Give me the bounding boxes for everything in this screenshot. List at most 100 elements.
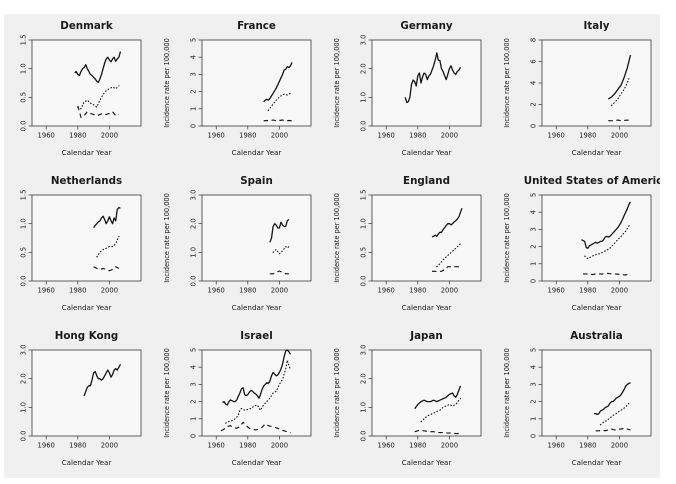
chart-svg-united-states-of-america: 1960 1980 2000 0 1 2 3 4 5 United States of Ameri… [503, 175, 660, 312]
chart-svg-japan: 1960 1980 2000 0.0 1.0 2.0 3.0 Japan Calendar Ye… [333, 330, 482, 467]
data-line-dashed [595, 427, 631, 432]
x-tick-label: 2000 [271, 132, 288, 140]
x-tick-label: 1980 [69, 132, 86, 140]
y-tick-label: 2 [190, 399, 198, 403]
x-axis-label: Calendar Year [232, 458, 282, 467]
x-tick-label: 2000 [441, 132, 458, 140]
y-tick-label: 2 [530, 399, 538, 403]
y-tick-label: 1.0 [20, 63, 28, 74]
subplot-title: Italy [584, 20, 610, 32]
data-line-solid [414, 385, 462, 410]
subplot-title: United States of America [524, 175, 660, 187]
y-tick-label: 1.0 [360, 92, 368, 103]
y-tick-label: 4 [530, 365, 538, 369]
data-line-solid [263, 62, 293, 103]
chart-svg-spain: 1960 1980 2000 0.0 1.0 2.0 3.0 Spain Calendar Ye… [163, 175, 312, 312]
x-axis-label: Calendar Year [572, 458, 622, 467]
subplot-italy: 1960 1980 2000 0 2 4 6 8 Italy Calendar Year Incid… [498, 14, 660, 169]
x-tick-label: 2000 [611, 442, 628, 450]
x-tick-label: 2000 [611, 287, 628, 295]
y-axis-label: Incidence rate per 100,000 [503, 193, 511, 283]
chart-svg-italy: 1960 1980 2000 0 2 4 6 8 Italy Calendar Year Incid… [503, 20, 652, 157]
x-tick-label: 1960 [38, 132, 55, 140]
x-axis-label: Calendar Year [572, 148, 622, 157]
x-axis-label: Calendar Year [62, 148, 112, 157]
x-tick-label: 1960 [208, 442, 225, 450]
x-tick-label: 1980 [239, 132, 256, 140]
chart-svg-netherlands: 1960 1980 2000 0.0 0.5 1.0 1.5 Netherlands Calen… [20, 175, 142, 312]
y-tick-label: 3 [530, 382, 538, 386]
data-line-solid [269, 218, 290, 243]
y-tick-label: 1.5 [20, 35, 28, 46]
y-tick-label: 0.0 [360, 276, 368, 287]
subplot-spain: 1960 1980 2000 0.0 1.0 2.0 3.0 Spain Calendar Ye… [158, 169, 328, 324]
chart-svg-israel: 1960 1980 2000 0 1 2 3 4 5 Israel Calendar Year Inc… [163, 330, 312, 467]
plot-panel [201, 349, 312, 437]
plot-panel [371, 39, 482, 127]
chart-svg-england: 1960 1980 2000 0.0 0.5 1.0 1.5 England Calendar … [333, 175, 482, 312]
data-line-solid [404, 52, 462, 104]
x-axis-label: Calendar Year [402, 148, 452, 157]
subplot-title: France [237, 20, 276, 32]
x-tick-label: 1960 [378, 287, 395, 295]
y-tick-label: 1.5 [20, 190, 28, 201]
y-tick-label: 5 [190, 38, 198, 42]
y-tick-label: 0.5 [20, 247, 28, 258]
y-tick-label: 2.0 [20, 373, 28, 384]
y-tick-label: 1.0 [20, 402, 28, 413]
subplot-title: Israel [240, 330, 273, 342]
x-axis-label: Calendar Year [62, 303, 112, 312]
y-tick-label: 8 [530, 38, 538, 42]
x-tick-label: 1980 [69, 442, 86, 450]
x-tick-label: 1960 [548, 287, 565, 295]
x-tick-label: 1980 [579, 287, 596, 295]
data-line-dashed [432, 266, 461, 273]
subplot-title: Denmark [60, 20, 114, 32]
y-tick-label: 4 [190, 365, 198, 369]
x-tick-label: 1980 [409, 132, 426, 140]
x-tick-label: 1960 [378, 132, 395, 140]
x-tick-label: 1980 [69, 287, 86, 295]
subplot-hong-kong: 1960 1980 2000 0.0 1.0 2.0 3.0 Hong Kong Calenda… [4, 324, 158, 478]
y-tick-label: 0 [190, 434, 198, 438]
x-tick-label: 2000 [271, 287, 288, 295]
y-tick-label: 3 [530, 227, 538, 231]
y-tick-label: 3.0 [360, 35, 368, 46]
data-line-solid [74, 51, 122, 84]
y-tick-label: 1.5 [360, 190, 368, 201]
data-line-dashed [269, 270, 289, 275]
subplot-title: Japan [409, 330, 442, 342]
y-tick-label: 2 [190, 89, 198, 93]
x-tick-label: 1980 [409, 287, 426, 295]
data-line-dotted [436, 243, 462, 268]
y-tick-label: 0.5 [20, 92, 28, 103]
subplot-title: Hong Kong [55, 330, 119, 342]
y-axis-label: Incidence rate per 100,000 [333, 348, 341, 438]
data-line-dashed [220, 421, 291, 434]
data-line-dotted [225, 359, 292, 424]
subplot-england: 1960 1980 2000 0.0 0.5 1.0 1.5 England Calendar … [328, 169, 498, 324]
chart-svg-france: 1960 1980 2000 0 1 2 3 4 5 France Calendar Year Inc… [163, 20, 312, 157]
y-tick-label: 1 [190, 417, 198, 421]
data-line-solid [222, 349, 292, 406]
plot-panel [541, 194, 652, 282]
plot-panel [31, 194, 142, 282]
plot-panel [31, 39, 142, 127]
plot-panel [541, 39, 652, 127]
x-tick-label: 1980 [579, 442, 596, 450]
y-tick-label: 3 [190, 72, 198, 76]
y-tick-label: 5 [190, 348, 198, 352]
y-tick-label: 2 [530, 102, 538, 106]
data-line-dotted [272, 246, 290, 255]
data-line-dotted [96, 235, 120, 258]
x-tick-label: 2000 [611, 132, 628, 140]
y-tick-label: 2.0 [360, 63, 368, 74]
data-line-solid [83, 363, 122, 397]
subplot-title: England [403, 175, 450, 187]
x-tick-label: 2000 [441, 442, 458, 450]
data-line-dashed [608, 119, 631, 122]
x-tick-label: 1980 [239, 442, 256, 450]
subplot-australia: 1960 1980 2000 0 1 2 3 4 5 Australia Calendar Year… [498, 324, 660, 478]
chart-svg-germany: 1960 1980 2000 0.0 1.0 2.0 3.0 Germany Calendar … [333, 20, 482, 157]
